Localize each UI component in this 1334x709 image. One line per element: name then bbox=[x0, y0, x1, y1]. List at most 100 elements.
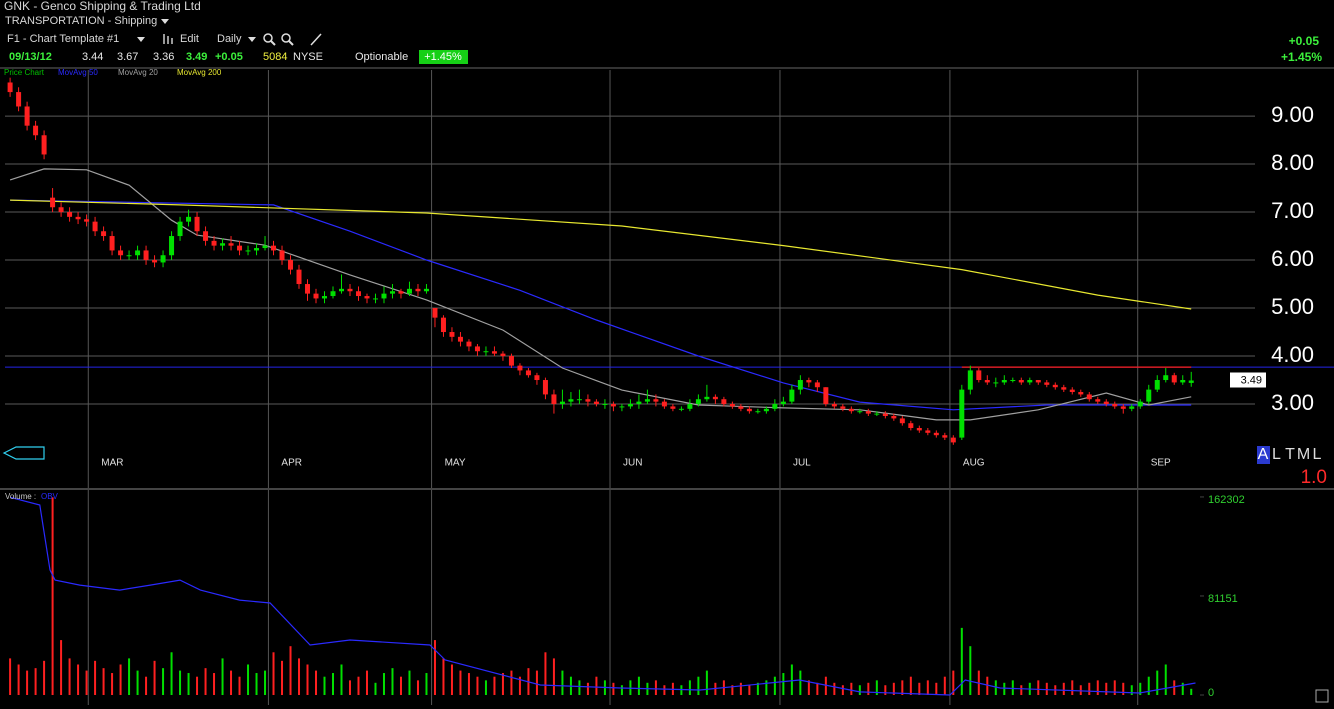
volume-bar bbox=[196, 676, 199, 695]
mode-button[interactable]: T bbox=[1285, 446, 1295, 463]
volume-bar bbox=[179, 670, 182, 695]
candle-body bbox=[50, 197, 56, 208]
mode-button[interactable]: M bbox=[1297, 446, 1310, 463]
y-tick-label: 9.00 bbox=[1271, 102, 1314, 127]
candle-body bbox=[457, 336, 463, 342]
x-tick-label: JUN bbox=[623, 458, 642, 469]
candle-body bbox=[101, 231, 107, 237]
mode-button[interactable]: L bbox=[1272, 446, 1281, 463]
candle-body bbox=[772, 404, 778, 409]
volume-bar bbox=[969, 646, 972, 695]
edit-icon[interactable] bbox=[163, 34, 173, 44]
candle-body bbox=[891, 416, 897, 419]
volume-bar bbox=[901, 680, 904, 695]
mode-button[interactable]: L bbox=[1313, 446, 1322, 463]
candle-body bbox=[763, 408, 769, 412]
summary-change: +0.05 bbox=[1289, 34, 1320, 48]
zoom-out[interactable] bbox=[281, 33, 294, 46]
volume-bar bbox=[85, 670, 88, 695]
volume-bar bbox=[790, 664, 793, 695]
volume-bar bbox=[289, 646, 292, 695]
volume-bar bbox=[552, 658, 555, 695]
volume-bar bbox=[1037, 680, 1040, 695]
candle-body bbox=[568, 399, 574, 402]
sector[interactable]: TRANSPORTATION - Shipping bbox=[5, 15, 157, 27]
period-button[interactable]: Daily bbox=[217, 33, 242, 45]
candle-body bbox=[432, 308, 438, 318]
candle-body bbox=[415, 288, 421, 292]
volume-bar bbox=[9, 658, 12, 695]
volume-bar bbox=[68, 658, 71, 695]
draw-tool[interactable] bbox=[310, 33, 322, 46]
last-price-box bbox=[1230, 372, 1266, 388]
candle-body bbox=[313, 293, 319, 299]
candle-body bbox=[831, 404, 837, 407]
volume-bar bbox=[850, 682, 853, 695]
edit-button[interactable]: Edit bbox=[180, 33, 199, 45]
candle-body bbox=[653, 399, 659, 402]
candle-body bbox=[322, 296, 328, 299]
candle-body bbox=[908, 423, 914, 429]
volume-bar bbox=[459, 670, 462, 695]
candle-body bbox=[508, 356, 514, 366]
summary-change-pct: +1.45% bbox=[1281, 50, 1322, 64]
volume-bar bbox=[119, 664, 122, 695]
volume-bar bbox=[952, 670, 955, 695]
candle-body bbox=[933, 432, 939, 436]
candle-body bbox=[330, 291, 336, 297]
candle-body bbox=[602, 404, 608, 406]
volume-bar bbox=[408, 670, 411, 695]
title: GNK - Genco Shipping & Trading Ltd bbox=[4, 0, 201, 13]
zoom-in[interactable] bbox=[263, 33, 276, 46]
candle-body bbox=[109, 236, 115, 251]
candle-body bbox=[92, 221, 98, 232]
candle-body bbox=[372, 298, 378, 300]
volume-bar bbox=[841, 685, 844, 695]
dropdown-arrow[interactable] bbox=[137, 37, 145, 42]
candle-body bbox=[1052, 384, 1058, 388]
volume-bar bbox=[264, 670, 267, 695]
candle-body bbox=[517, 365, 523, 371]
candle-body bbox=[636, 401, 642, 405]
scroll-marker[interactable] bbox=[2, 446, 45, 460]
resize-box[interactable] bbox=[1315, 689, 1329, 703]
candle-body bbox=[254, 248, 260, 251]
candle-body bbox=[381, 293, 387, 299]
candle-body bbox=[576, 399, 582, 401]
volume-bar bbox=[773, 676, 776, 695]
candle-body bbox=[916, 428, 922, 431]
quote-open: 3.44 bbox=[82, 51, 103, 63]
volume-bar bbox=[238, 676, 241, 695]
quote-last: 3.49 bbox=[186, 51, 207, 63]
candle-body bbox=[1188, 380, 1194, 383]
volume-bar bbox=[272, 652, 275, 695]
candle-body bbox=[823, 387, 829, 405]
volume-bar bbox=[136, 670, 139, 695]
candle-body bbox=[789, 389, 795, 402]
volume-bar bbox=[323, 676, 326, 695]
y-tick-label: 8.00 bbox=[1271, 150, 1314, 175]
candle-body bbox=[220, 243, 226, 246]
dropdown-arrow[interactable] bbox=[161, 19, 169, 24]
candle-body bbox=[237, 245, 243, 251]
candle-body bbox=[389, 291, 395, 294]
template[interactable]: F1 - Chart Template #1 bbox=[7, 33, 119, 45]
dropdown-arrow[interactable] bbox=[248, 37, 256, 42]
volume-bar bbox=[697, 676, 700, 695]
volume-bar bbox=[1181, 682, 1184, 695]
volume-bar bbox=[374, 682, 377, 695]
volume-bar bbox=[213, 673, 216, 695]
candle-body bbox=[780, 401, 786, 405]
volume-bar bbox=[943, 676, 946, 695]
last-price-label: 3.49 bbox=[1241, 374, 1262, 386]
volume-bar bbox=[986, 676, 989, 695]
y-tick-label: 81151 bbox=[1208, 593, 1238, 605]
volume-bar bbox=[442, 658, 445, 695]
candle-body bbox=[423, 288, 429, 292]
volume-bar bbox=[612, 682, 615, 695]
candle-body bbox=[338, 288, 344, 292]
x-tick-label: MAY bbox=[445, 458, 466, 469]
mode-button[interactable]: A bbox=[1258, 446, 1269, 463]
volume-bar bbox=[128, 658, 131, 695]
volume-bar bbox=[1003, 682, 1006, 695]
